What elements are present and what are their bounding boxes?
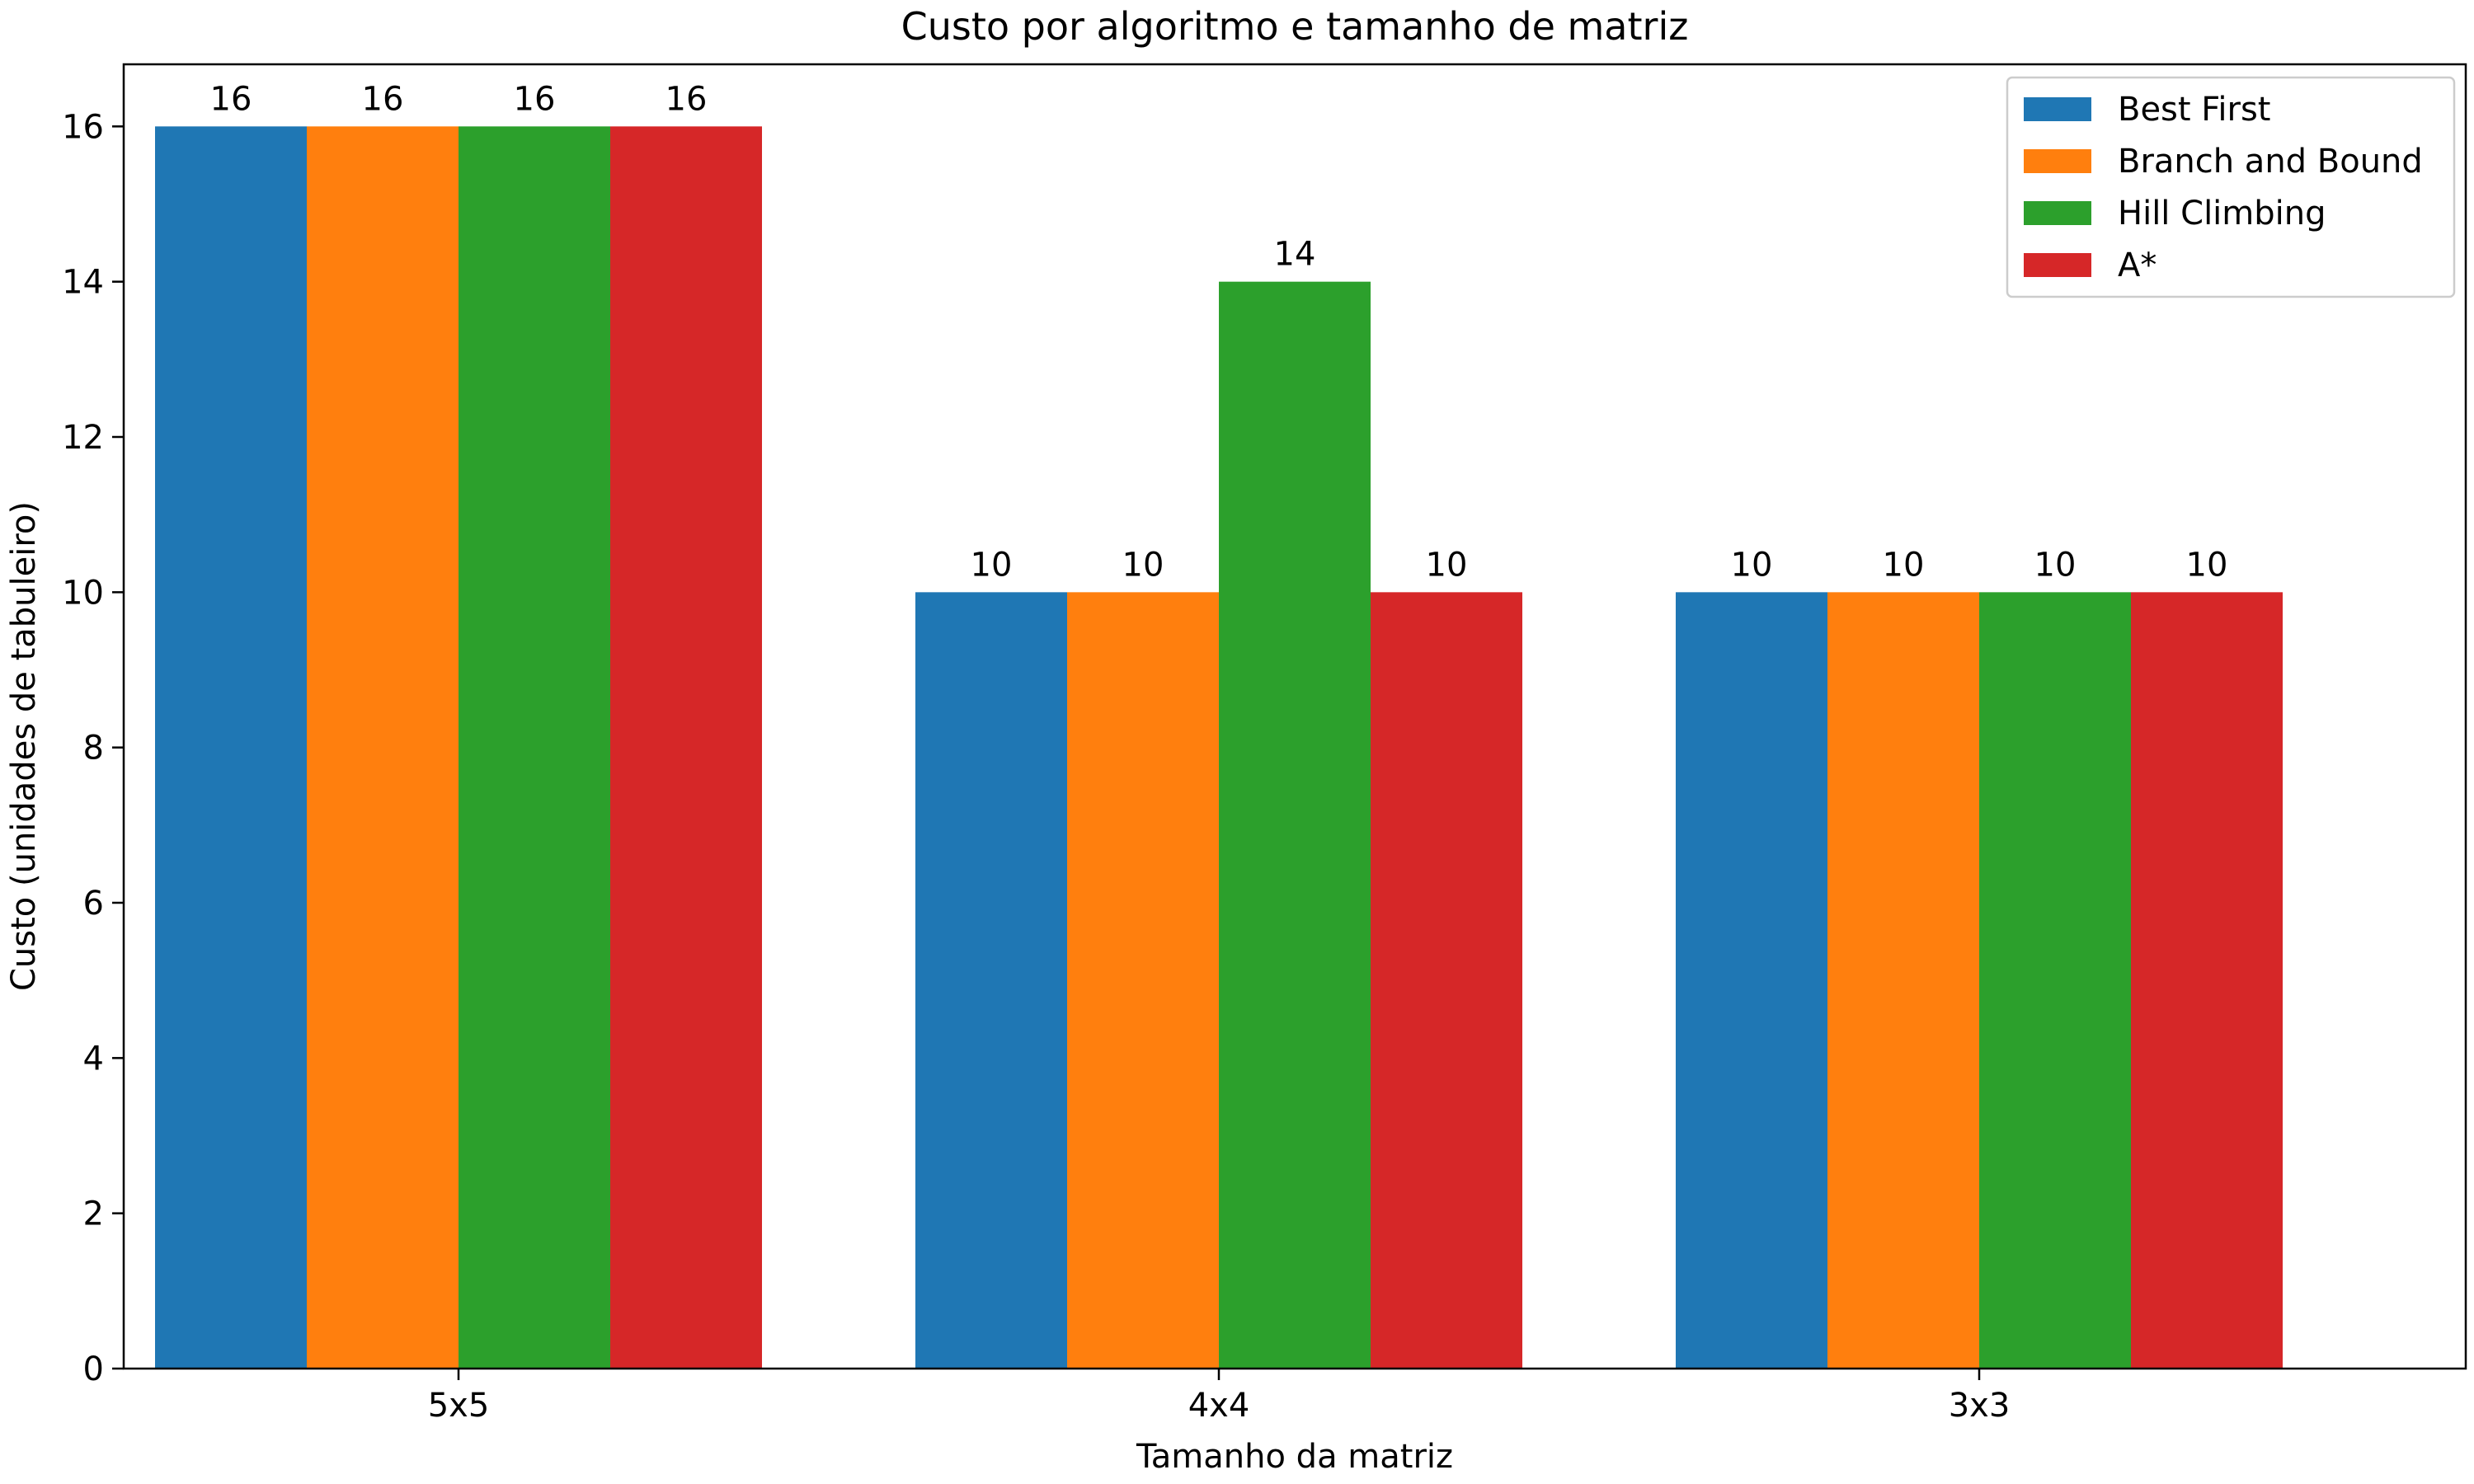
data-label: 10 (1883, 546, 1925, 584)
legend-swatch (2024, 97, 2091, 121)
y-tick-label: 14 (62, 264, 104, 302)
y-tick-label: 8 (83, 730, 104, 768)
bar-branch-and-bound-5x5 (307, 126, 459, 1369)
data-label: 16 (514, 80, 556, 118)
bar-branch-and-bound-3x3 (1827, 592, 1979, 1369)
y-axis: 0 2 4 6 8 10 12 14 16 (62, 108, 124, 1388)
legend-label: Hill Climbing (2118, 195, 2326, 232)
plot-frame (122, 63, 2467, 1370)
bar-a--5x5 (610, 126, 762, 1369)
y-tick-label: 2 (83, 1195, 104, 1233)
y-tick-label: 6 (83, 885, 104, 923)
y-tick-label: 0 (83, 1350, 104, 1388)
bars-group (155, 126, 2283, 1369)
legend-swatch (2024, 201, 2091, 225)
y-tick-label: 16 (62, 108, 104, 146)
data-label: 10 (2186, 546, 2228, 584)
legend-label: A* (2118, 247, 2157, 284)
data-label: 16 (362, 80, 404, 118)
bar-hill-climbing-4x4 (1219, 281, 1371, 1369)
y-tick-label: 12 (62, 419, 104, 457)
legend-box (2006, 76, 2456, 298)
data-label: 10 (2034, 546, 2077, 584)
bar-branch-and-bound-4x4 (1067, 592, 1219, 1369)
x-tick-label: 5x5 (428, 1387, 490, 1425)
data-label: 14 (1274, 236, 1316, 274)
data-label: 10 (1122, 546, 1164, 584)
bar-a--4x4 (1371, 592, 1522, 1369)
y-tick-label: 4 (83, 1040, 104, 1078)
data-label: 10 (1731, 546, 1773, 584)
bar-best-first-5x5 (155, 126, 307, 1369)
y-tick-label: 10 (62, 574, 104, 612)
bar-hill-climbing-5x5 (459, 126, 610, 1369)
bar-best-first-3x3 (1676, 592, 1827, 1369)
legend-swatch (2024, 149, 2091, 173)
legend-label: Branch and Bound (2118, 143, 2423, 181)
chart-title: Custo por algoritmo e tamanho de matriz (901, 4, 1689, 49)
x-axis: 5x5 4x4 3x3 (428, 1369, 2011, 1425)
data-label: 10 (1426, 546, 1468, 584)
x-tick-label: 4x4 (1188, 1387, 1250, 1425)
y-axis-label: Custo (unidades de tabuleiro) (5, 501, 43, 991)
data-label: 16 (210, 80, 252, 118)
legend-label: Best First (2118, 91, 2270, 129)
legend-swatch (2024, 253, 2091, 277)
x-tick-label: 3x3 (1949, 1387, 2011, 1425)
data-label: 16 (666, 80, 708, 118)
data-labels-group: 16 10 10 16 10 10 16 14 10 16 10 10 (210, 80, 2228, 584)
bar-a--3x3 (2131, 592, 2283, 1369)
data-label: 10 (971, 546, 1013, 584)
x-axis-label: Tamanho da matriz (1136, 1438, 1453, 1476)
bar-best-first-4x4 (915, 592, 1067, 1369)
legend: Best First Branch and Bound Hill Climbing A… (2006, 76, 2456, 298)
bar-hill-climbing-3x3 (1979, 592, 2131, 1369)
